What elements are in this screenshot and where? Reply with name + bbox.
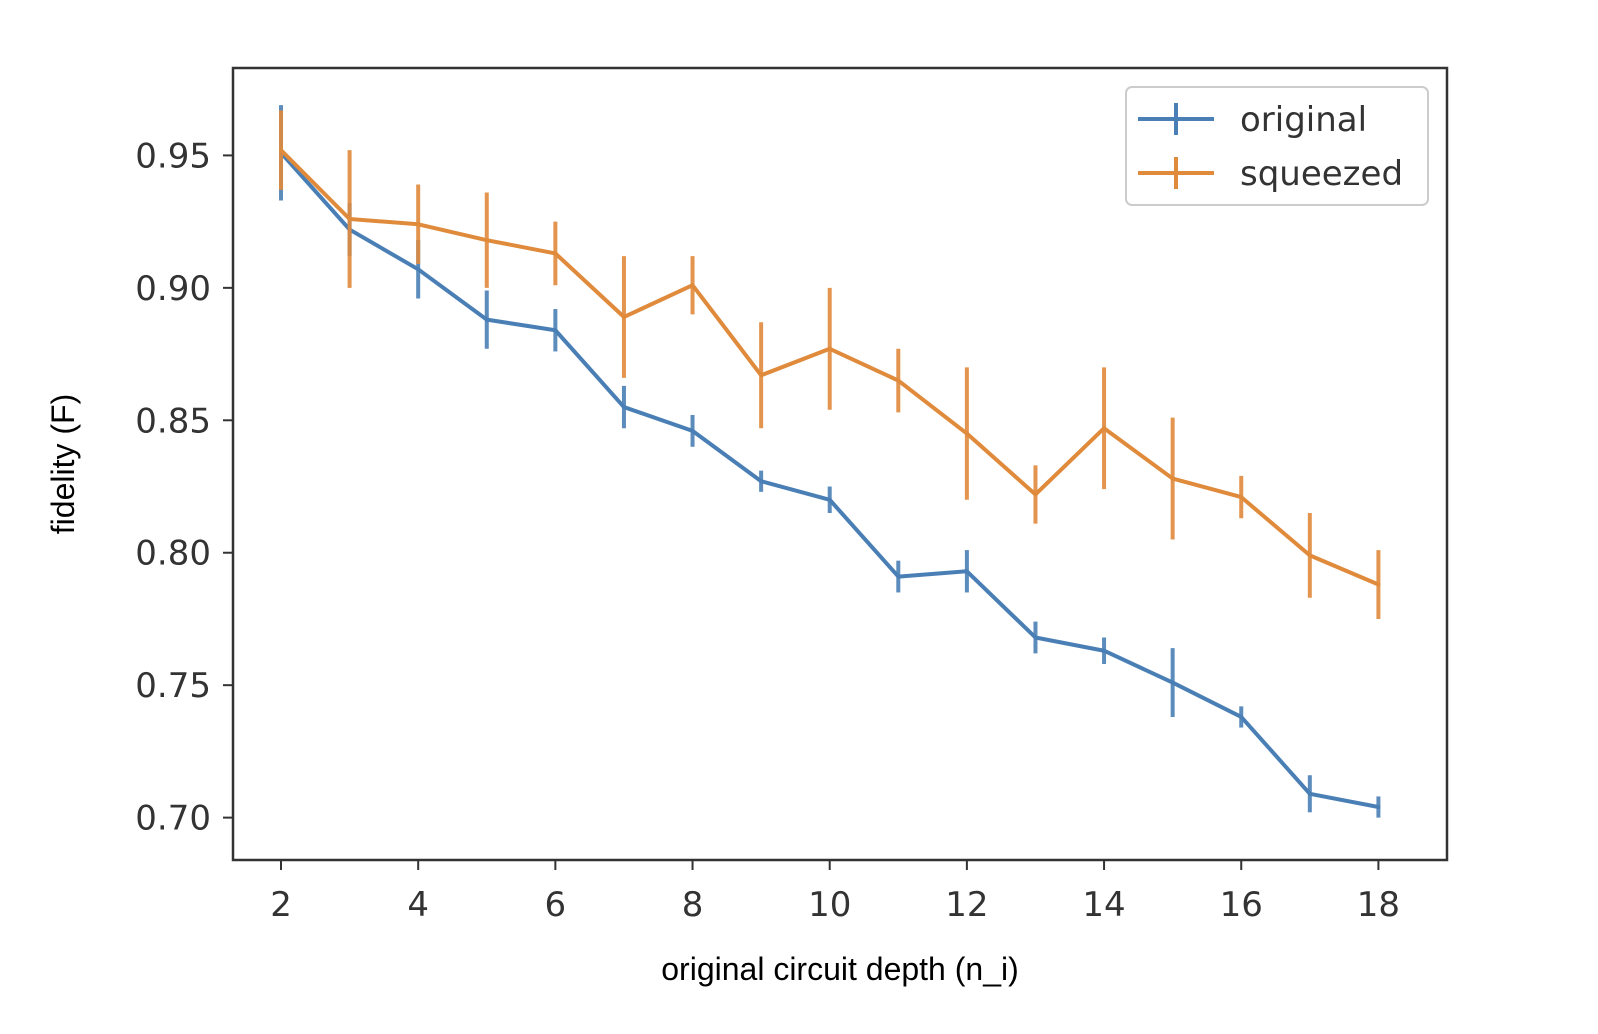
data-point-squeezed (1102, 426, 1107, 431)
x-tick-label: 4 (407, 885, 429, 925)
x-tick-label: 16 (1220, 885, 1263, 925)
data-point-original (1102, 648, 1107, 653)
data-point-original (1239, 714, 1244, 719)
data-point-original (827, 497, 832, 502)
x-tick-label: 10 (808, 885, 851, 925)
x-tick-label: 6 (545, 885, 567, 925)
y-tick-label: 0.85 (135, 401, 211, 441)
legend-label: original (1240, 100, 1367, 140)
data-point-squeezed (553, 251, 558, 256)
x-axis: 2 4 6 8 10 12 14 16 18 (270, 860, 1400, 925)
series-squeezed (279, 110, 1381, 619)
y-tick-label: 0.75 (135, 666, 211, 706)
data-point-squeezed (759, 373, 764, 378)
data-point-original (1170, 680, 1175, 685)
legend-box (1125, 86, 1429, 206)
data-point-original (416, 267, 421, 272)
data-point-squeezed (1307, 553, 1312, 558)
y-axis-label: fidelity (F) (45, 394, 81, 534)
series-line-original (279, 151, 1379, 809)
data-point-original (484, 317, 489, 322)
legend-item-original: original (1138, 100, 1367, 140)
data-point-original (690, 428, 695, 433)
data-point-squeezed (896, 378, 901, 383)
x-tick-label: 12 (945, 885, 988, 925)
y-axis: 0.70 0.75 0.80 0.85 0.90 0.95 (135, 136, 233, 839)
data-point-squeezed (416, 222, 421, 227)
data-point-squeezed (621, 314, 626, 319)
data-point-original (1307, 791, 1312, 796)
legend-label: squeezed (1240, 154, 1403, 194)
plot-frame (231, 66, 1449, 862)
data-point-original (896, 574, 901, 579)
x-tick-label: 8 (682, 885, 704, 925)
data-point-squeezed (1170, 476, 1175, 481)
data-point-squeezed (1033, 492, 1038, 497)
data-point-original (759, 479, 764, 484)
legend-item-squeezed: squeezed (1138, 154, 1403, 194)
data-point-squeezed (964, 431, 969, 436)
x-tick-label: 18 (1357, 885, 1400, 925)
legend: original squeezed (1125, 86, 1429, 206)
y-tick-label: 0.80 (135, 534, 211, 574)
series-original (279, 105, 1381, 818)
y-tick-label: 0.95 (135, 136, 211, 176)
data-point-squeezed (279, 148, 284, 153)
data-point-original (621, 405, 626, 410)
x-tick-label: 2 (270, 885, 292, 925)
y-tick-label: 0.70 (135, 799, 211, 839)
data-point-squeezed (484, 238, 489, 243)
data-point-original (1376, 805, 1381, 810)
data-point-squeezed (347, 216, 352, 221)
data-point-squeezed (1239, 495, 1244, 500)
y-tick-label: 0.90 (135, 269, 211, 309)
data-point-original (964, 569, 969, 574)
data-point-squeezed (1376, 582, 1381, 587)
plot-area (279, 105, 1381, 818)
x-axis-label: original circuit depth (n_i) (661, 951, 1019, 987)
x-tick-label: 14 (1082, 885, 1125, 925)
data-point-squeezed (690, 283, 695, 288)
data-point-squeezed (827, 346, 832, 351)
data-point-original (553, 328, 558, 333)
data-point-original (1033, 635, 1038, 640)
